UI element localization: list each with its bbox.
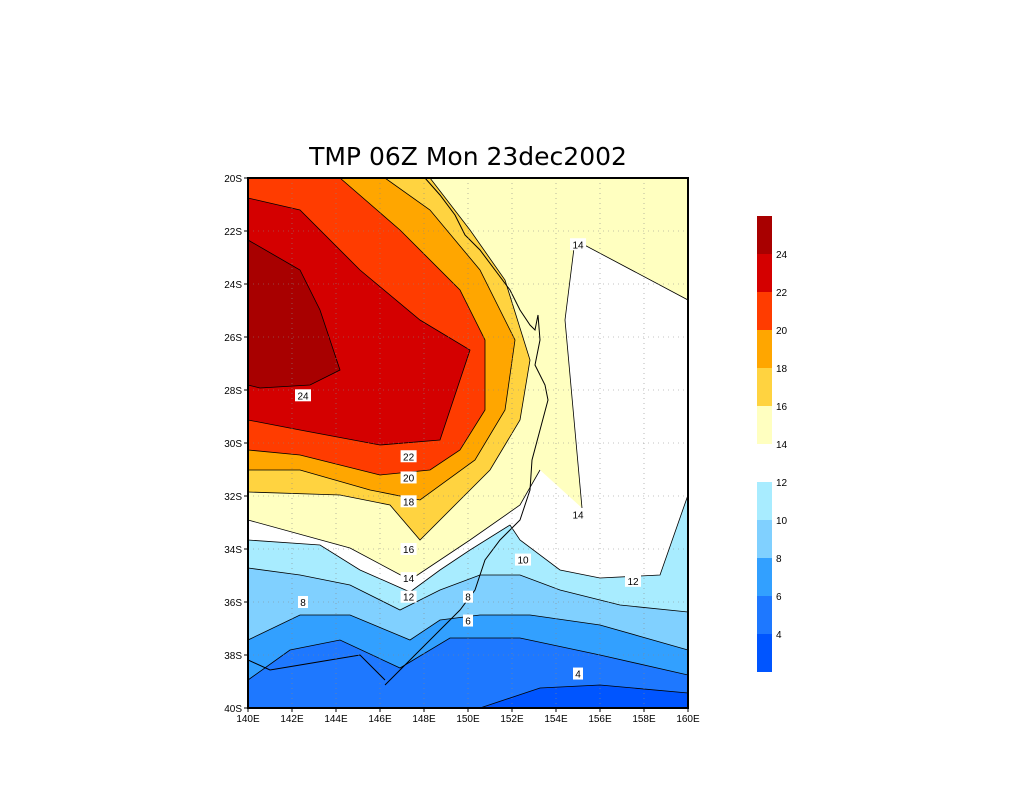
colorbar-swatch [757,596,772,634]
y-tick-label: 20S [224,174,242,185]
contour-label-bg [625,574,641,587]
colorbar-swatch [757,558,772,596]
x-tick-label: 158E [632,714,656,725]
y-tick-label: 30S [224,439,242,450]
y-tick-label: 36S [224,598,242,609]
contour-label-bg [400,572,417,585]
y-tick-label: 38S [224,651,242,662]
x-axis-ticks: 140E 142E 144E 146E 148E 150E 152E 154E 156E 158E… [236,708,700,725]
x-tick-label: 146E [368,714,392,725]
contour-label: 10 [517,556,529,567]
x-tick-label: 154E [544,714,568,725]
contour-line-14 [564,239,688,509]
x-tick-label: 148E [412,714,436,725]
contour-label: 12 [403,593,415,604]
contour-label: 20 [403,473,415,484]
y-tick-label: 40S [224,704,242,715]
y-tick-label: 24S [224,280,242,291]
contour-line-8 [248,614,688,651]
contour-label: 16 [403,545,415,556]
colorbar-tick-label: 24 [776,250,788,261]
contour-label-bg [400,471,417,484]
contour-label: 14 [403,574,415,585]
coastline-south-coast [248,654,386,681]
x-tick-label: 150E [456,714,480,725]
y-tick-label: 26S [224,333,242,344]
contour-label: 8 [465,593,471,604]
colorbar: 4 6 8 10 12 14 16 18 20 22 24 [757,216,788,672]
colorbar-tick-label: 14 [776,440,788,451]
contour-line-12 [248,494,688,593]
colorbar-swatch [757,520,772,558]
coastline [248,178,549,686]
contour-label-bg [570,238,586,251]
contour-label-bg [463,590,473,603]
y-axis-ticks: 20S 22S 24S 26S 28S 30S 32S 34S 36S 38S 40S [224,174,248,715]
contour-label-bg [463,614,473,627]
contour-label-bg [400,495,417,508]
colorbar-swatch [757,634,772,672]
x-tick-label: 160E [676,714,700,725]
contour-line-10 [248,567,688,613]
contour-label: 18 [403,497,415,508]
x-tick-label: 152E [500,714,524,725]
colorbar-swatch [757,406,772,444]
colorbar-tick-label: 22 [776,288,788,299]
x-tick-label: 144E [324,714,348,725]
contour-label: 24 [297,391,309,402]
contour-line-6 [248,637,688,681]
contour-label: 4 [575,670,581,681]
contour-labels: 14 24 22 20 18 14 16 10 14 12 8 12 8 6 4 [295,238,641,681]
contour-label-bg [298,596,308,608]
contour-label-bg [515,553,531,566]
coastline-east-australia [384,178,549,686]
contour-label-bg [570,508,586,521]
contour-label: 14 [572,511,584,522]
colorbar-swatch [757,330,772,368]
contour-line-22 [248,197,471,446]
contour-line-20 [248,178,486,476]
contour-label: 14 [572,240,584,251]
colorbar-tick-label: 20 [776,326,788,337]
colorbar-swatch [757,368,772,406]
contour-label-bg [400,450,417,463]
contour-line-16 [248,178,531,541]
contour-label: 6 [465,617,471,628]
contour-label: 22 [403,452,415,463]
colorbar-swatch [757,254,772,292]
contour-line-14b [248,469,541,581]
colorbar-tick-label: 8 [776,554,782,565]
colorbar-tick-label: 18 [776,364,788,375]
contour-label: 12 [627,577,639,588]
colorbar-tick-label: 6 [776,592,782,603]
x-tick-label: 142E [280,714,304,725]
contour-line-18 [248,178,516,501]
contour-lines [248,178,688,708]
chart-title: TMP 06Z Mon 23dec2002 [308,142,627,171]
contour-fill-24-26 [248,240,340,388]
colorbar-tick-label: 10 [776,516,788,527]
contour-line-24 [248,239,341,389]
x-tick-label: 140E [236,714,260,725]
contour-label: 8 [300,598,306,609]
colorbar-tick-label: 16 [776,402,788,413]
colorbar-swatch [757,216,772,254]
y-tick-label: 32S [224,492,242,503]
contour-label-bg [295,389,311,402]
colorbar-tick-label: 4 [776,630,782,641]
y-tick-label: 28S [224,386,242,397]
colorbar-swatch [757,292,772,330]
colorbar-tick-label: 12 [776,478,788,489]
colorbar-swatch [757,444,772,482]
contour-label-bg [573,667,583,680]
contour-label-bg [400,590,417,603]
colorbar-swatch [757,482,772,520]
x-tick-label: 156E [588,714,612,725]
y-tick-label: 34S [224,545,242,556]
y-tick-label: 22S [224,227,242,238]
contour-label-bg [400,543,417,555]
